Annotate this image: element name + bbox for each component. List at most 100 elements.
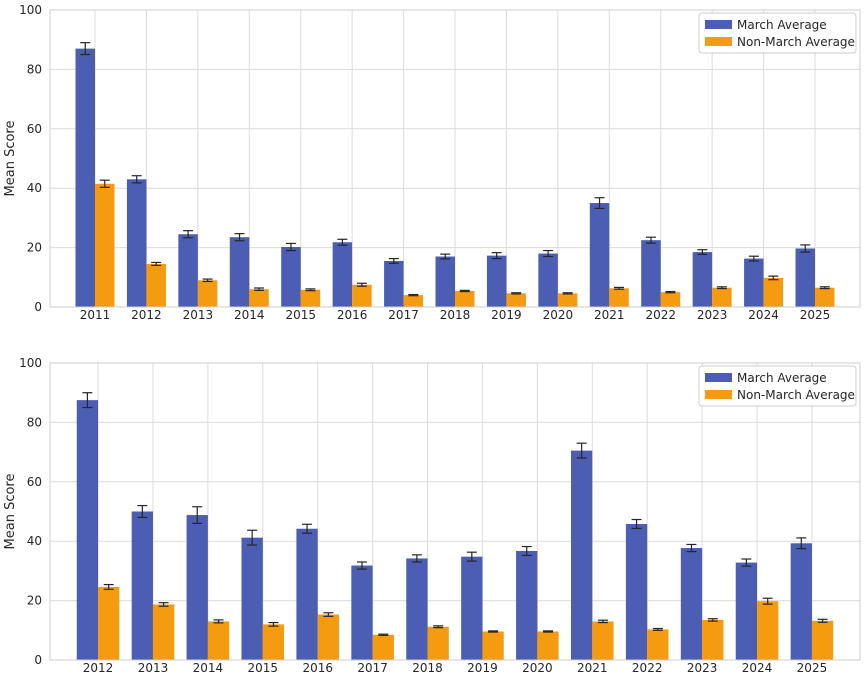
x-tick-label: 2020 [543,308,574,322]
y-axis-label: Mean Score [3,474,18,550]
non-march-bar [403,295,424,307]
non-march-bar [317,614,340,660]
y-tick-label: 20 [27,241,42,255]
march-bar [178,234,198,307]
x-tick-label: 2017 [388,308,419,322]
march-bar [281,247,301,307]
non-march-bar [152,604,175,660]
x-tick-label: 2016 [337,308,368,322]
legend-label-march: March Average [737,18,827,32]
march-bar [384,260,404,307]
non-march-bar [815,287,835,307]
march-bar [332,242,353,307]
non-march-bar [352,284,372,307]
march-bar [241,537,263,660]
x-tick-label: 2015 [248,661,279,675]
non-march-bar [592,621,614,660]
legend-box [698,12,857,54]
x-tick-label: 2019 [467,661,498,675]
y-tick-label: 0 [34,653,42,667]
march-bar [461,556,483,660]
y-tick-label: 20 [27,594,42,608]
x-tick-label: 2022 [645,308,676,322]
non-march-bar [300,289,321,307]
x-tick-label: 2017 [357,661,388,675]
non-march-bar [647,629,669,660]
legend-label-march: March Average [737,371,827,385]
non-march-bar [146,263,166,307]
y-tick-label: 80 [27,62,42,76]
y-tick-label: 40 [27,181,42,195]
x-tick-label: 2022 [632,661,663,675]
x-tick-label: 2016 [302,661,333,675]
march-bar [735,562,758,660]
march-bar [692,252,713,307]
non-march-bar [506,293,526,307]
legend-box [698,365,857,407]
non-march-bar [95,183,115,307]
x-tick-label: 2019 [491,308,522,322]
march-bar [589,203,610,307]
march-bar [406,558,428,660]
x-tick-label: 2024 [748,308,779,322]
non-march-bar [262,624,285,660]
x-tick-label: 2013 [183,308,214,322]
march-bar [126,179,147,307]
march-bar [435,256,455,307]
bottom-bar-chart: 0 20 40 60 80 100 2012 2013 2014 2015 2016 2017 2018… [3,356,861,675]
non-march-bar [455,290,475,307]
non-march-bar [660,292,681,307]
march-bar [131,511,153,660]
legend-swatch-non-march [705,390,732,399]
non-march-bar [98,586,120,660]
march-bar [229,237,250,307]
x-tick-label: 2015 [285,308,316,322]
legend-swatch-march [705,373,732,382]
march-bar [570,450,593,660]
march-bar [76,400,99,660]
march-bar [186,515,208,660]
non-march-bar [197,280,218,307]
x-tick-label: 2020 [522,661,553,675]
y-axis-label: Mean Score [3,121,18,197]
march-bar [680,548,703,660]
non-march-bar [207,621,230,660]
y-tick-label: 60 [27,475,42,489]
march-bar [641,240,661,307]
x-tick-label: 2018 [440,308,471,322]
legend-label-non-march: Non-March Average [737,388,855,402]
march-bar [351,565,373,660]
march-bar [75,48,95,308]
x-tick-label: 2023 [697,308,728,322]
non-march-bar [537,631,559,660]
x-tick-label: 2014 [234,308,265,322]
x-tick-label: 2012 [131,308,162,322]
x-tick-label: 2018 [412,661,443,675]
y-tick-label: 0 [34,300,42,314]
march-bar [790,543,812,660]
non-march-bar [249,289,269,307]
x-tick-label: 2023 [687,661,718,675]
march-bar [486,255,507,307]
y-tick-label: 60 [27,122,42,136]
y-tick-label: 100 [19,356,42,370]
march-bar [516,551,538,660]
non-march-bar [702,619,724,660]
x-tick-label: 2024 [742,661,773,675]
non-march-bar [757,601,779,660]
non-march-bar [427,626,449,660]
legend-label-non-march: Non-March Average [737,35,855,49]
x-tick-label: 2012 [83,661,114,675]
march-bar [795,248,815,307]
x-tick-label: 2025 [797,661,828,675]
march-bar [744,258,764,307]
x-tick-label: 2014 [193,661,224,675]
non-march-bar [811,620,834,660]
non-march-bar [482,631,504,660]
legend-swatch-non-march [705,37,732,46]
plot-frame [49,362,861,661]
march-bar [625,523,648,660]
x-tick-label: 2021 [577,661,608,675]
y-tick-label: 100 [19,3,42,17]
non-march-bar [372,634,394,660]
